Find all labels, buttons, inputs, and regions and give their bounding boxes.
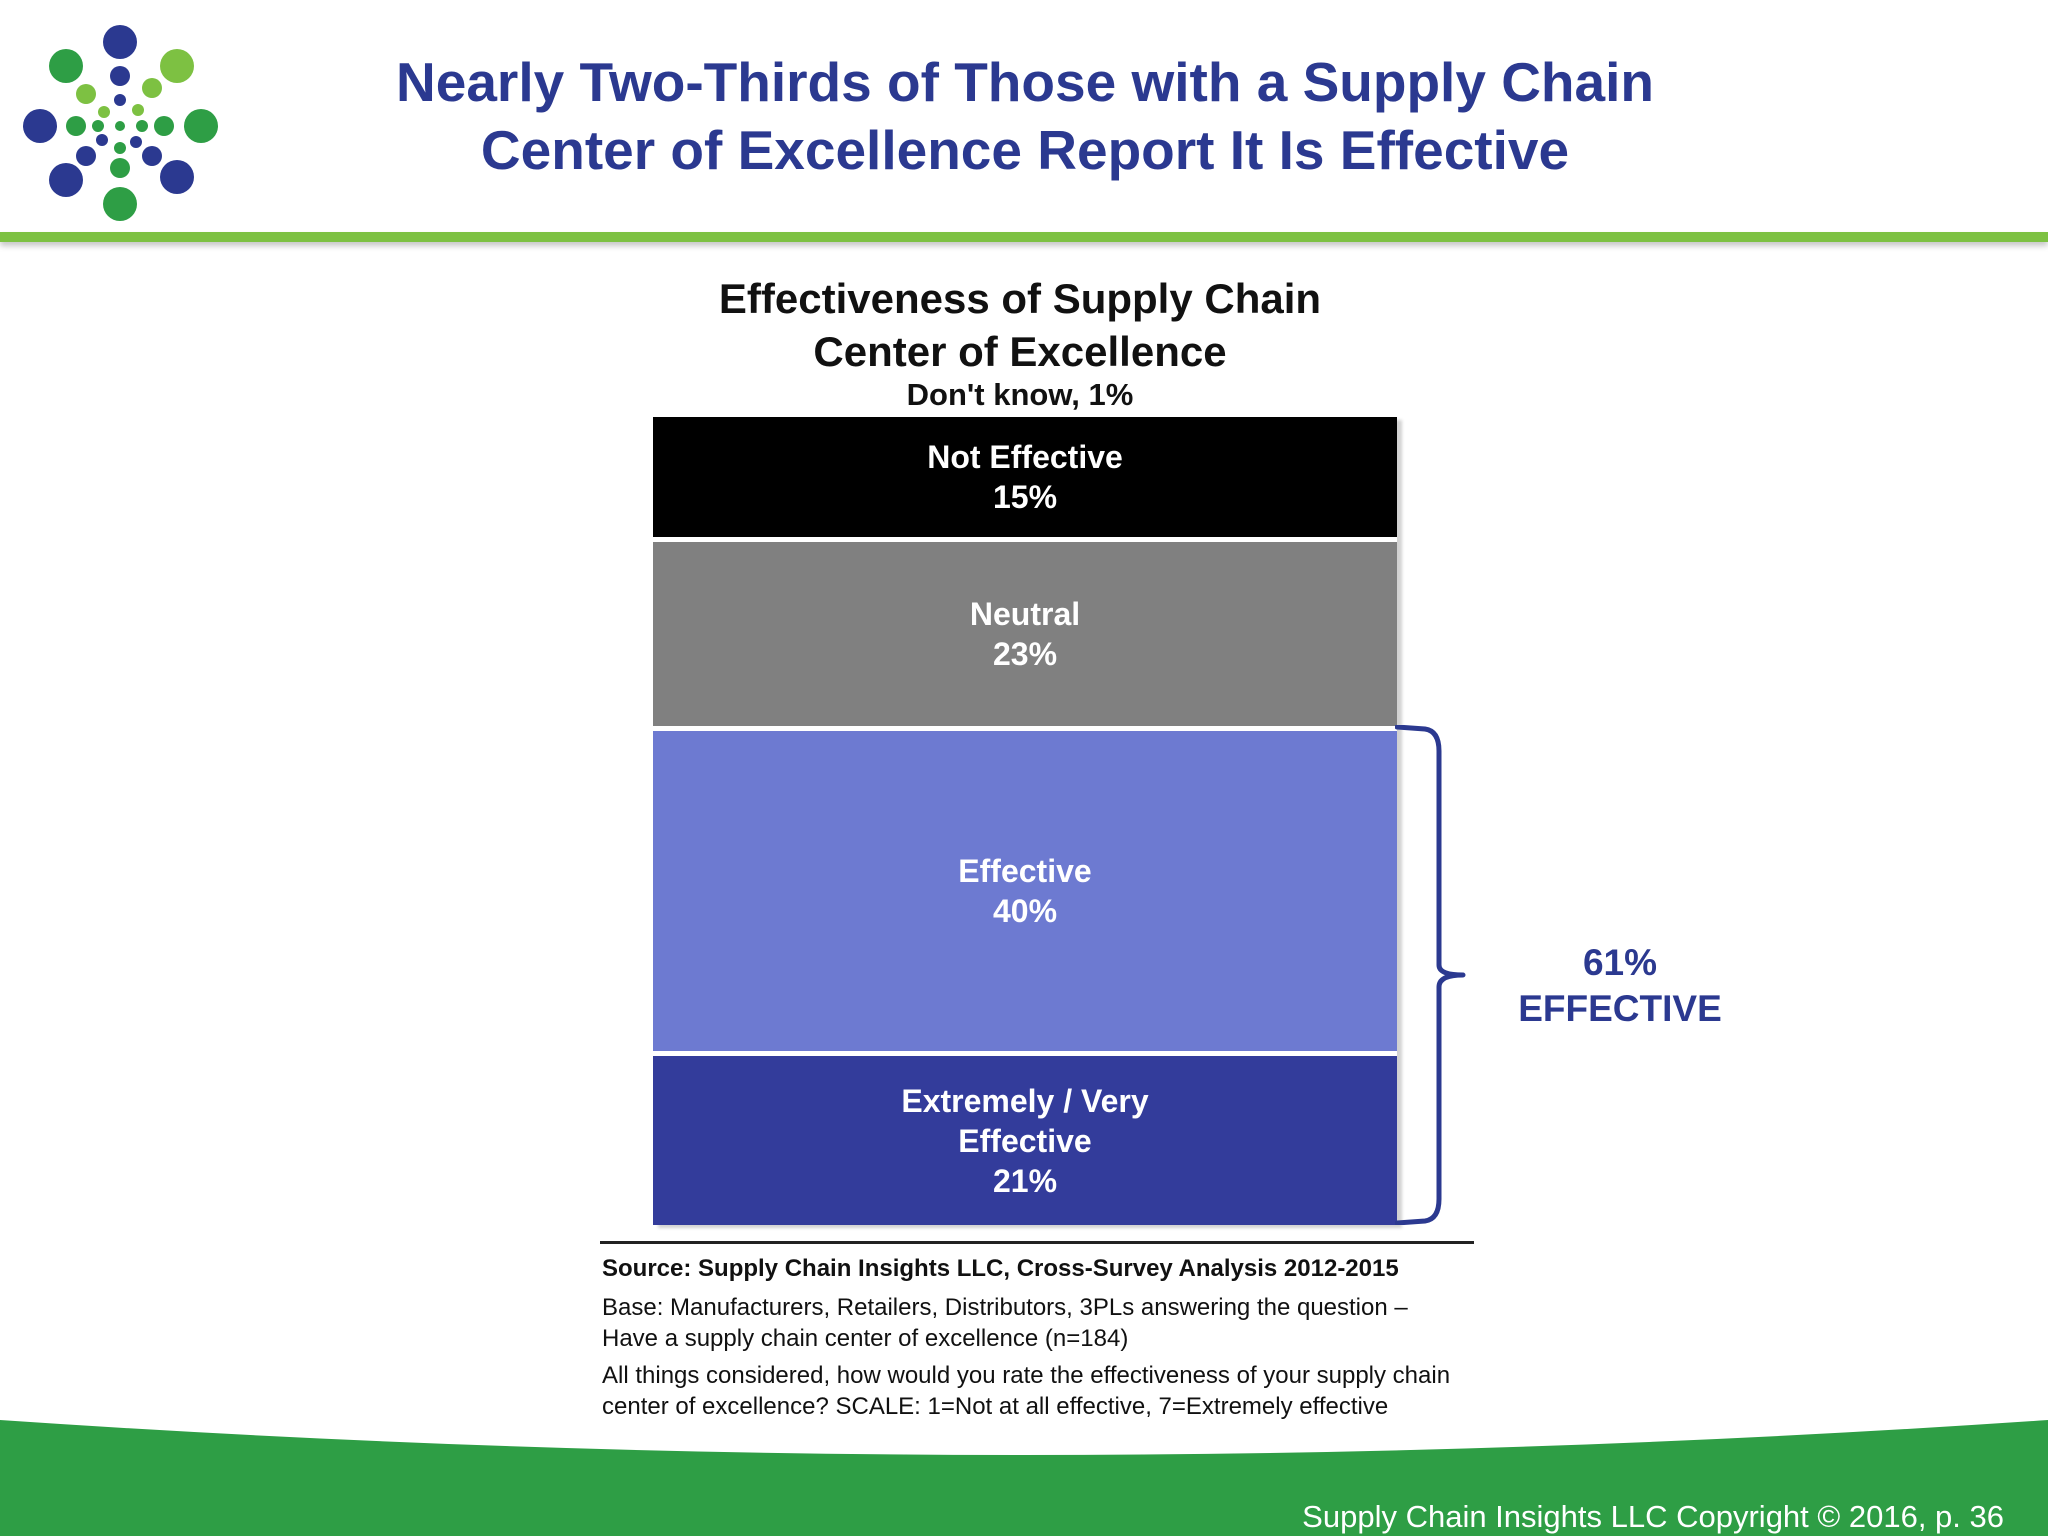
effective-total-annotation: 61% EFFECTIVE [1480, 940, 1760, 1032]
data-label-not-effective: Not Effective 15% [927, 439, 1123, 515]
copyright-text: Supply Chain Insights LLC Copyright © 20… [1302, 1499, 2004, 1534]
data-label-extremely-very-effective: Extremely / Very Effective 21% [901, 1082, 1149, 1199]
bar-segment-not-effective: Not Effective 15% [653, 417, 1397, 537]
data-label-dont-know: Don't know, 1% [906, 377, 1134, 412]
source-divider [600, 1241, 1474, 1244]
dotted-burst-logo-icon [23, 25, 218, 221]
bar-segment-extremely-very-effective: Extremely / Very Effective 21% [653, 1056, 1397, 1225]
bar-segment-neutral: Neutral 23% [653, 542, 1397, 726]
question-note: All things considered, how would you rat… [602, 1360, 1582, 1422]
source-notes: Source: Supply Chain Insights LLC, Cross… [602, 1253, 1582, 1428]
source-line: Source: Supply Chain Insights LLC, Cross… [602, 1255, 1399, 1282]
chart-title-line-2: Center of Excellence [813, 328, 1227, 375]
base-note-line-1: Base: Manufacturers, Retailers, Distribu… [602, 1294, 1408, 1321]
stacked-bar: Not Effective 15% Neutral 23% Effective 40… [653, 417, 1397, 1225]
effective-bracket [1395, 725, 1466, 1225]
footer-band [0, 1420, 2048, 1536]
page-title-line-1: Nearly Two-Thirds of Those with a Supply… [396, 51, 1654, 113]
chart-title: Effectiveness of Supply Chain Center of … [620, 272, 1420, 378]
header-divider [0, 232, 2048, 242]
question-note-line-1: All things considered, how would you rat… [602, 1362, 1451, 1389]
page-title-line-2: Center of Excellence Report It Is Effect… [480, 119, 1570, 181]
question-note-line-2: center of excellence? SCALE: 1=Not at al… [602, 1393, 1389, 1420]
base-note-line-2: Have a supply chain center of excellence… [602, 1325, 1129, 1352]
effective-total-value: 61% [1582, 942, 1658, 983]
data-label-neutral: Neutral 23% [969, 596, 1081, 672]
chart-title-line-1: Effectiveness of Supply Chain [718, 275, 1322, 322]
data-label-effective: Effective 40% [958, 853, 1092, 929]
bar-segment-effective: Effective 40% [653, 731, 1397, 1051]
page-title: Nearly Two-Thirds of Those with a Supply… [280, 48, 1770, 184]
base-note: Base: Manufacturers, Retailers, Distribu… [602, 1292, 1582, 1354]
effective-total-caption: EFFECTIVE [1518, 988, 1722, 1029]
